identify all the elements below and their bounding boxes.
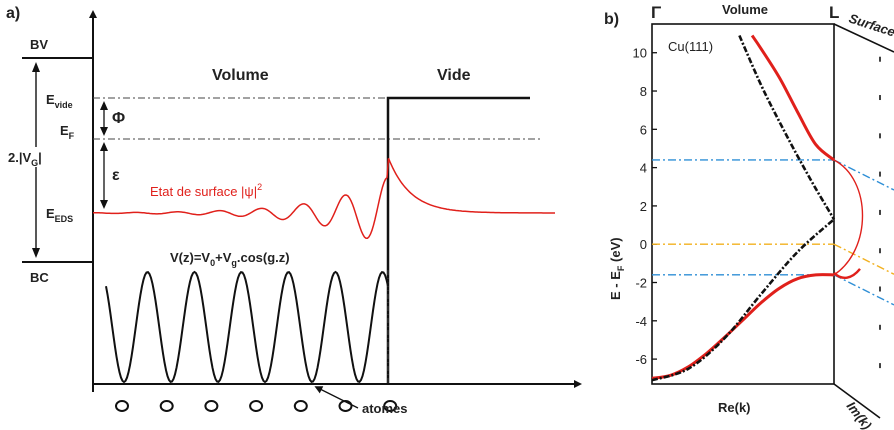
e-f-label: EF xyxy=(60,123,75,141)
re-k-label: Re(k) xyxy=(718,400,751,415)
atom-icon xyxy=(159,400,174,412)
atoms-label: atomes xyxy=(362,401,408,416)
surface-title: Surface xyxy=(847,11,894,40)
panel-a: a) BV BC 2.|VG| Evide EF EEDS Φ ε Volume… xyxy=(6,5,582,416)
bv-label: BV xyxy=(30,37,48,52)
atoms-row xyxy=(115,400,398,412)
y-tick-label: -2 xyxy=(635,276,647,291)
y-tick-label: 2 xyxy=(640,199,647,214)
band-curve xyxy=(750,34,835,162)
reference-lines xyxy=(652,159,834,276)
reference-line-surface xyxy=(833,243,894,275)
potential-label: V(z)=V0+Vg.cos(g.z) xyxy=(170,250,290,268)
panel-b-tag: b) xyxy=(604,11,619,28)
y-tick-label: -6 xyxy=(635,352,647,367)
e-vide-label: Evide xyxy=(46,92,73,110)
e-eds-label: EEDS xyxy=(46,206,73,224)
im-k-label: Im(k) xyxy=(844,399,875,430)
bc-label: BC xyxy=(30,270,49,285)
imaginary-band-loop xyxy=(833,159,864,276)
band-curve xyxy=(651,273,835,380)
imaginary-band-tail xyxy=(833,268,861,279)
atom-icon xyxy=(249,400,264,412)
band-curves xyxy=(651,34,836,382)
atom-icon xyxy=(293,400,308,412)
epsilon-label: ε xyxy=(112,167,120,184)
atom-icon xyxy=(115,400,129,412)
volume-frame xyxy=(651,23,835,385)
gap-label: 2.|VG| xyxy=(8,150,42,168)
y-tick-label: 6 xyxy=(640,122,647,137)
atom-icon xyxy=(383,400,398,412)
y-tick-label: 8 xyxy=(640,84,647,99)
panel-b: b) Γ Volume L Surface Cu(111) Re(k) Im(k… xyxy=(604,2,894,430)
surface-frame xyxy=(833,23,894,419)
vide-title: Vide xyxy=(437,67,471,84)
surface-state-label: Etat de surface |ψ|2 xyxy=(150,182,262,199)
panel-a-tag: a) xyxy=(6,5,20,22)
y-ticks: 10 8 6 4 2 0 -2 -4 -6 xyxy=(633,46,881,369)
y-tick-label: 4 xyxy=(640,161,647,176)
phi-label: Φ xyxy=(112,110,125,127)
y-tick-label: 10 xyxy=(633,46,647,61)
atoms-arrow xyxy=(314,386,359,409)
gamma-label: Γ xyxy=(651,3,661,22)
volume-title-b: Volume xyxy=(722,2,768,17)
y-tick-label: -4 xyxy=(635,314,647,329)
reference-line-surface xyxy=(833,274,894,306)
atom-icon xyxy=(338,400,353,412)
y-axis-label: E - EF (eV) xyxy=(608,237,626,300)
l-point-label: L xyxy=(829,3,839,22)
volume-title: Volume xyxy=(212,67,269,84)
free-electron-curve xyxy=(651,218,835,382)
crystal-label: Cu(111) xyxy=(668,39,713,54)
gap-label-bg xyxy=(6,147,66,167)
surface-curves xyxy=(833,159,894,306)
vacuum-step xyxy=(386,96,530,384)
reference-line-surface xyxy=(833,159,894,191)
atom-icon xyxy=(204,400,219,412)
surface-state-wave xyxy=(93,158,555,239)
periodic-potential xyxy=(105,270,389,384)
y-tick-label: 0 xyxy=(640,237,647,252)
free-electron-curve xyxy=(738,34,836,220)
phi-arrow-heads xyxy=(100,101,108,136)
